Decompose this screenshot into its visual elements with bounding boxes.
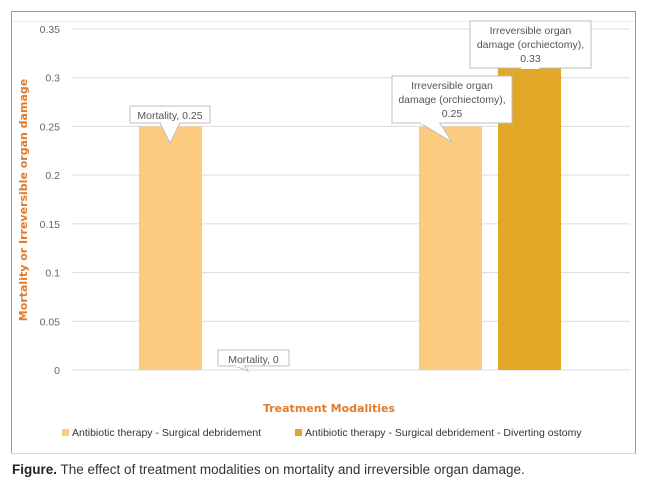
data-label-series2-mortality: Mortality, 0 [217,349,290,372]
legend: Antibiotic therapy - Surgical debridemen… [62,427,582,439]
frame-bottom-line [11,453,637,454]
callout-join [236,365,244,367]
y-tick-label: 0.25 [40,121,61,133]
data-label-text: damage (orchiectomy), [398,94,505,106]
callout-join [421,122,439,124]
data-label-text: Mortality, 0.25 [137,110,202,122]
y-tick-label: 0.3 [45,73,60,85]
caption-label: Figure. [12,462,58,477]
y-tick-label: 0.2 [45,170,60,182]
callout-box [217,349,290,367]
callout-join [161,122,179,124]
y-tick-labels: 0 0.05 0.1 0.15 0.2 0.25 0.3 0.35 [40,24,61,377]
bar [139,126,202,370]
data-label-text: damage (orchiectomy), [477,39,584,51]
callout-box [391,75,513,124]
y-tick-label: 0.1 [45,268,60,280]
data-label-text: Irreversible organ [411,80,493,92]
bar [419,126,482,370]
callout-join [521,67,539,69]
y-tick-label: 0.05 [40,316,61,328]
data-labels: Mortality, 0.25 Mortality, 0 Irreversible … [129,20,592,372]
data-label-text: Irreversible organ [490,25,572,37]
bars [139,48,561,370]
y-tick-label: 0.15 [40,219,61,231]
legend-swatch [295,429,302,436]
data-label-series1-organ: Irreversible organ damage (orchiectomy), 0… [391,75,513,143]
legend-item: Antibiotic therapy - Surgical debridemen… [62,427,261,439]
y-axis-title: Mortality or Irreversible organ damage [17,79,30,321]
legend-swatch [62,429,69,436]
caption-text: The effect of treatment modalities on mo… [57,462,525,477]
legend-item: Antibiotic therapy - Surgical debridemen… [295,427,582,439]
legend-label: Antibiotic therapy - Surgical debridemen… [305,427,582,439]
y-tick-label: 0.35 [40,24,61,36]
data-label-text: Mortality, 0 [228,354,279,366]
figure-caption: Figure. The effect of treatment modaliti… [12,462,525,477]
x-axis-title: Treatment Modalities [263,402,396,415]
y-tick-label: 0 [54,365,60,377]
legend-label: Antibiotic therapy - Surgical debridemen… [72,427,261,439]
data-label-text: 0.33 [520,53,541,65]
data-label-text: 0.25 [442,108,463,120]
data-label-series2-organ: Irreversible organ damage (orchiectomy), 0… [469,20,592,69]
callout-box [469,20,592,69]
data-label-series1-mortality: Mortality, 0.25 [129,105,211,145]
frame-inner-line [12,21,635,22]
